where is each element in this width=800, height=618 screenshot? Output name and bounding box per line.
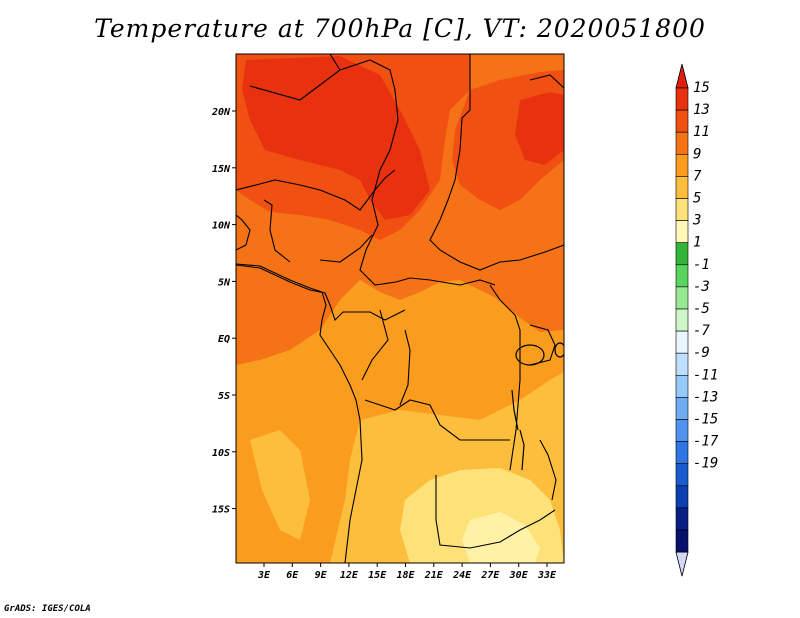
coastline [236, 263, 361, 421]
colorbar-box [675, 485, 689, 509]
lat-tick-label: 5S [218, 391, 230, 402]
colorbar-label: -13 [693, 389, 718, 405]
colorbar-box [675, 308, 689, 332]
colorbar-label: -19 [693, 456, 718, 472]
colorbar-box [675, 87, 689, 111]
lon-tick-label: 9E [315, 570, 328, 581]
colorbar-box [675, 507, 689, 531]
colorbar-label: 1 [693, 235, 701, 251]
chart-title: Temperature at 700hPa [C], VT: 202005180… [94, 14, 706, 43]
colorbar-label: -11 [693, 367, 718, 383]
colorbar-box [675, 397, 689, 420]
colorbar-label: 11 [693, 124, 710, 140]
colorbar-top-arrow [675, 63, 689, 89]
band-7 [250, 430, 310, 540]
band-15 [515, 92, 564, 165]
lat-tick-label: 20N [211, 107, 231, 118]
colorbar-box [675, 154, 689, 177]
lat-tick-label: EQ [218, 334, 230, 345]
colorbar-label: 5 [693, 191, 701, 207]
colorbar-box [675, 176, 689, 199]
colorbar-label: 15 [693, 80, 710, 96]
country-borders [236, 54, 564, 563]
colorbar-label: -15 [693, 412, 718, 428]
lat-tick-label: 15S [212, 505, 230, 516]
colorbar-label: -3 [693, 279, 710, 295]
lat-tick-label: 10N [212, 221, 231, 232]
lat-tick-label: 10S [212, 448, 230, 459]
lon-tick-label: 15E [368, 570, 387, 581]
lon-tick-label: 6E [286, 570, 299, 581]
colorbar-box [675, 463, 689, 487]
lon-tick-label: 21E [424, 570, 444, 581]
colorbar-box [675, 131, 689, 155]
credit-label: GrADS: IGES/COLA [4, 604, 91, 614]
colorbar-boxes [675, 63, 689, 577]
latitude-axis: 20N 15N 10N 5N EQ 5S 10S 15S [211, 107, 236, 516]
colorbar-label: -17 [693, 434, 719, 450]
colorbar-box [675, 330, 689, 354]
colorbar-label: 7 [693, 168, 702, 184]
colorbar-label: -7 [693, 323, 710, 339]
colorbar-box [675, 264, 689, 288]
lon-tick-label: 3E [257, 570, 271, 581]
lon-tick-label: 27E [480, 570, 500, 581]
longitude-axis: 3E 6E 9E 12E 15E 18E 21E 24E 27E 30E 33E [257, 563, 557, 581]
colorbar-box [675, 419, 689, 442]
colorbar-box [675, 374, 689, 398]
colorbar-box [675, 109, 689, 133]
colorbar-bottom-arrow [675, 551, 689, 577]
colorbar-label: 13 [693, 102, 710, 118]
colorbar-label: -1 [693, 257, 710, 273]
lat-tick-label: 15N [212, 164, 231, 175]
colorbar-box [675, 529, 689, 553]
band-3 [462, 512, 540, 563]
lon-tick-label: 24E [452, 570, 472, 581]
lakes [511, 342, 564, 471]
lon-tick-label: 12E [340, 570, 359, 581]
colorbar-labels: 15 13 11 9 7 5 3 1 -1 -3 -5 -7 -9 -11 -13 -15 -17 -19 [692, 80, 719, 472]
colorbar-box [675, 220, 689, 244]
colorbar-box [675, 352, 689, 376]
map-frame [235, 53, 565, 564]
colorbar-label: -5 [693, 301, 710, 317]
colorbar-box [675, 441, 689, 465]
lat-tick-label: 5N [218, 277, 231, 288]
colorbar-box [675, 242, 689, 266]
colorbar-label: -9 [693, 345, 710, 361]
colorbar-box [675, 198, 689, 221]
temperature-field [236, 54, 564, 563]
colorbar-box [675, 286, 689, 310]
colorbar-label: 9 [693, 146, 701, 162]
colorbar-label: 3 [692, 213, 701, 229]
lon-tick-label: 18E [396, 570, 415, 581]
lon-tick-label: 33E [537, 570, 557, 581]
lon-tick-label: 30E [509, 570, 529, 581]
